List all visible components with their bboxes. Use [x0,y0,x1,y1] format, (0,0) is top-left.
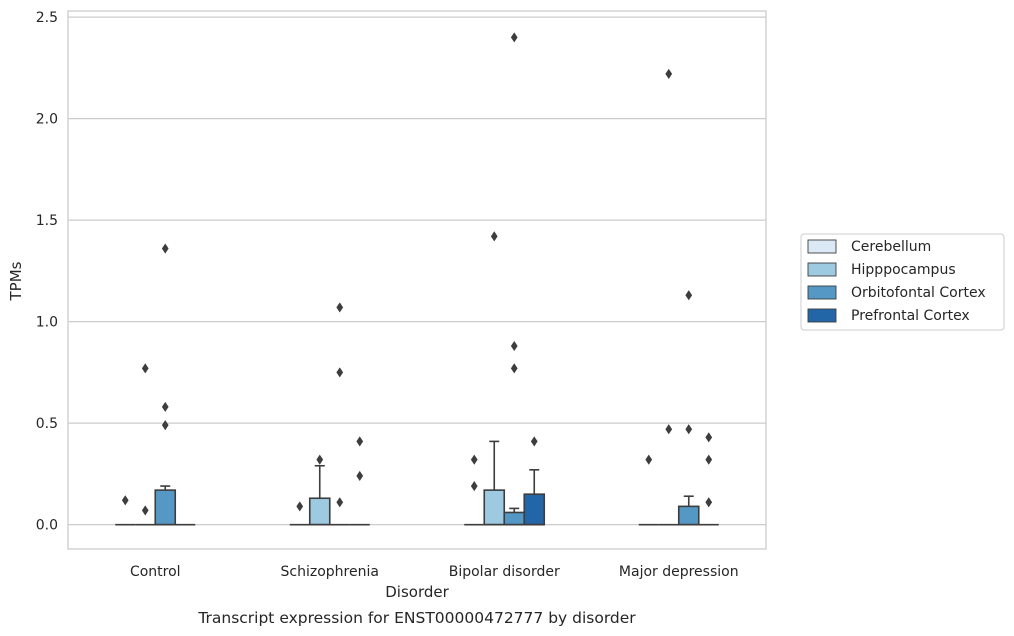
box-hipppocampus [658,68,679,526]
outlier-point [161,243,169,254]
box-hipppocampus [135,363,156,526]
outlier-point [161,401,169,412]
outlier-point [121,495,129,506]
box-orbitofontal-cortex [677,290,700,526]
outlier-point [141,363,149,374]
box-cerebellum [289,501,310,526]
plot-frame [67,10,767,550]
box-orbitofontal-cortex [329,302,350,526]
outlier-point [470,454,478,465]
x-tick-label: Bipolar disorder [449,564,560,580]
x-axis-label: Disorder [385,583,449,601]
outlier-point [705,432,713,443]
x-tick-label: Control [130,564,181,580]
box-prefrontal-cortex [523,436,546,526]
box-body [677,505,700,526]
box-orbitofontal-cortex [503,32,526,526]
box-hipppocampus [483,231,506,526]
box-cerebellum [638,454,659,526]
outlier-point [665,68,673,79]
box-marks [115,32,719,526]
box-cerebellum [464,454,485,526]
box-cerebellum [115,495,136,526]
y-axis-label: TPMs [7,261,25,301]
outlier-point [490,231,498,242]
legend-items: Cerebellum Hipppocampus Orbitofontal Corte… [807,239,986,324]
legend: Cerebellum Hipppocampus Orbitofontal Corte… [800,233,1005,331]
outlier-point [470,481,478,492]
outlier-point [705,454,713,465]
box-body [523,493,546,526]
y-tick-label: 1.0 [36,315,58,331]
y-tick-label: 1.5 [36,213,58,229]
y-tick-label: 0.5 [36,416,58,432]
legend-label: Cerebellum [851,239,931,255]
outlier-point [336,367,344,378]
legend-frame [800,233,1005,331]
y-tick-labels: 0.0 0.5 1.0 1.5 2.0 2.5 [36,10,58,534]
chart-caption: Transcript expression for ENST0000047277… [197,609,636,627]
y-tick-label: 2.0 [36,112,58,128]
outlier-point [510,32,518,43]
legend-swatch [807,285,837,300]
legend-swatch [807,262,837,277]
box-prefrontal-cortex [349,436,370,526]
outlier-point [356,436,364,447]
box-orbitofontal-cortex [154,243,177,526]
x-tick-label: Major depression [619,564,739,580]
box-prefrontal-cortex [698,432,719,526]
outlier-point [510,363,518,374]
legend-swatch [807,308,837,323]
box-body [154,489,177,526]
box-body [503,511,526,526]
box-body [308,497,331,526]
outlier-point [356,470,364,481]
outlier-point [296,501,304,512]
outlier-point [336,302,344,313]
x-tick-label: Schizophrenia [281,564,379,580]
outlier-point [316,454,324,465]
box-body [483,489,506,526]
outlier-point [161,420,169,431]
legend-label: Prefrontal Cortex [851,308,970,324]
legend-swatch [807,239,837,254]
x-tick-labels: Control Schizophrenia Bipolar disorder Majo… [130,564,739,580]
outlier-point [141,505,149,516]
outlier-point [685,290,693,301]
outlier-point [336,497,344,508]
outlier-point [530,436,538,447]
outlier-point [510,340,518,352]
y-tick-label: 2.5 [36,10,58,26]
outlier-point [685,424,693,435]
y-tick-label: 0.0 [36,518,58,534]
outlier-point [705,497,713,508]
legend-label: Hipppocampus [851,262,956,278]
legend-label: Orbitofontal Cortex [851,285,986,301]
box-hipppocampus [308,454,331,526]
outlier-point [665,424,673,435]
outlier-point [645,454,653,465]
